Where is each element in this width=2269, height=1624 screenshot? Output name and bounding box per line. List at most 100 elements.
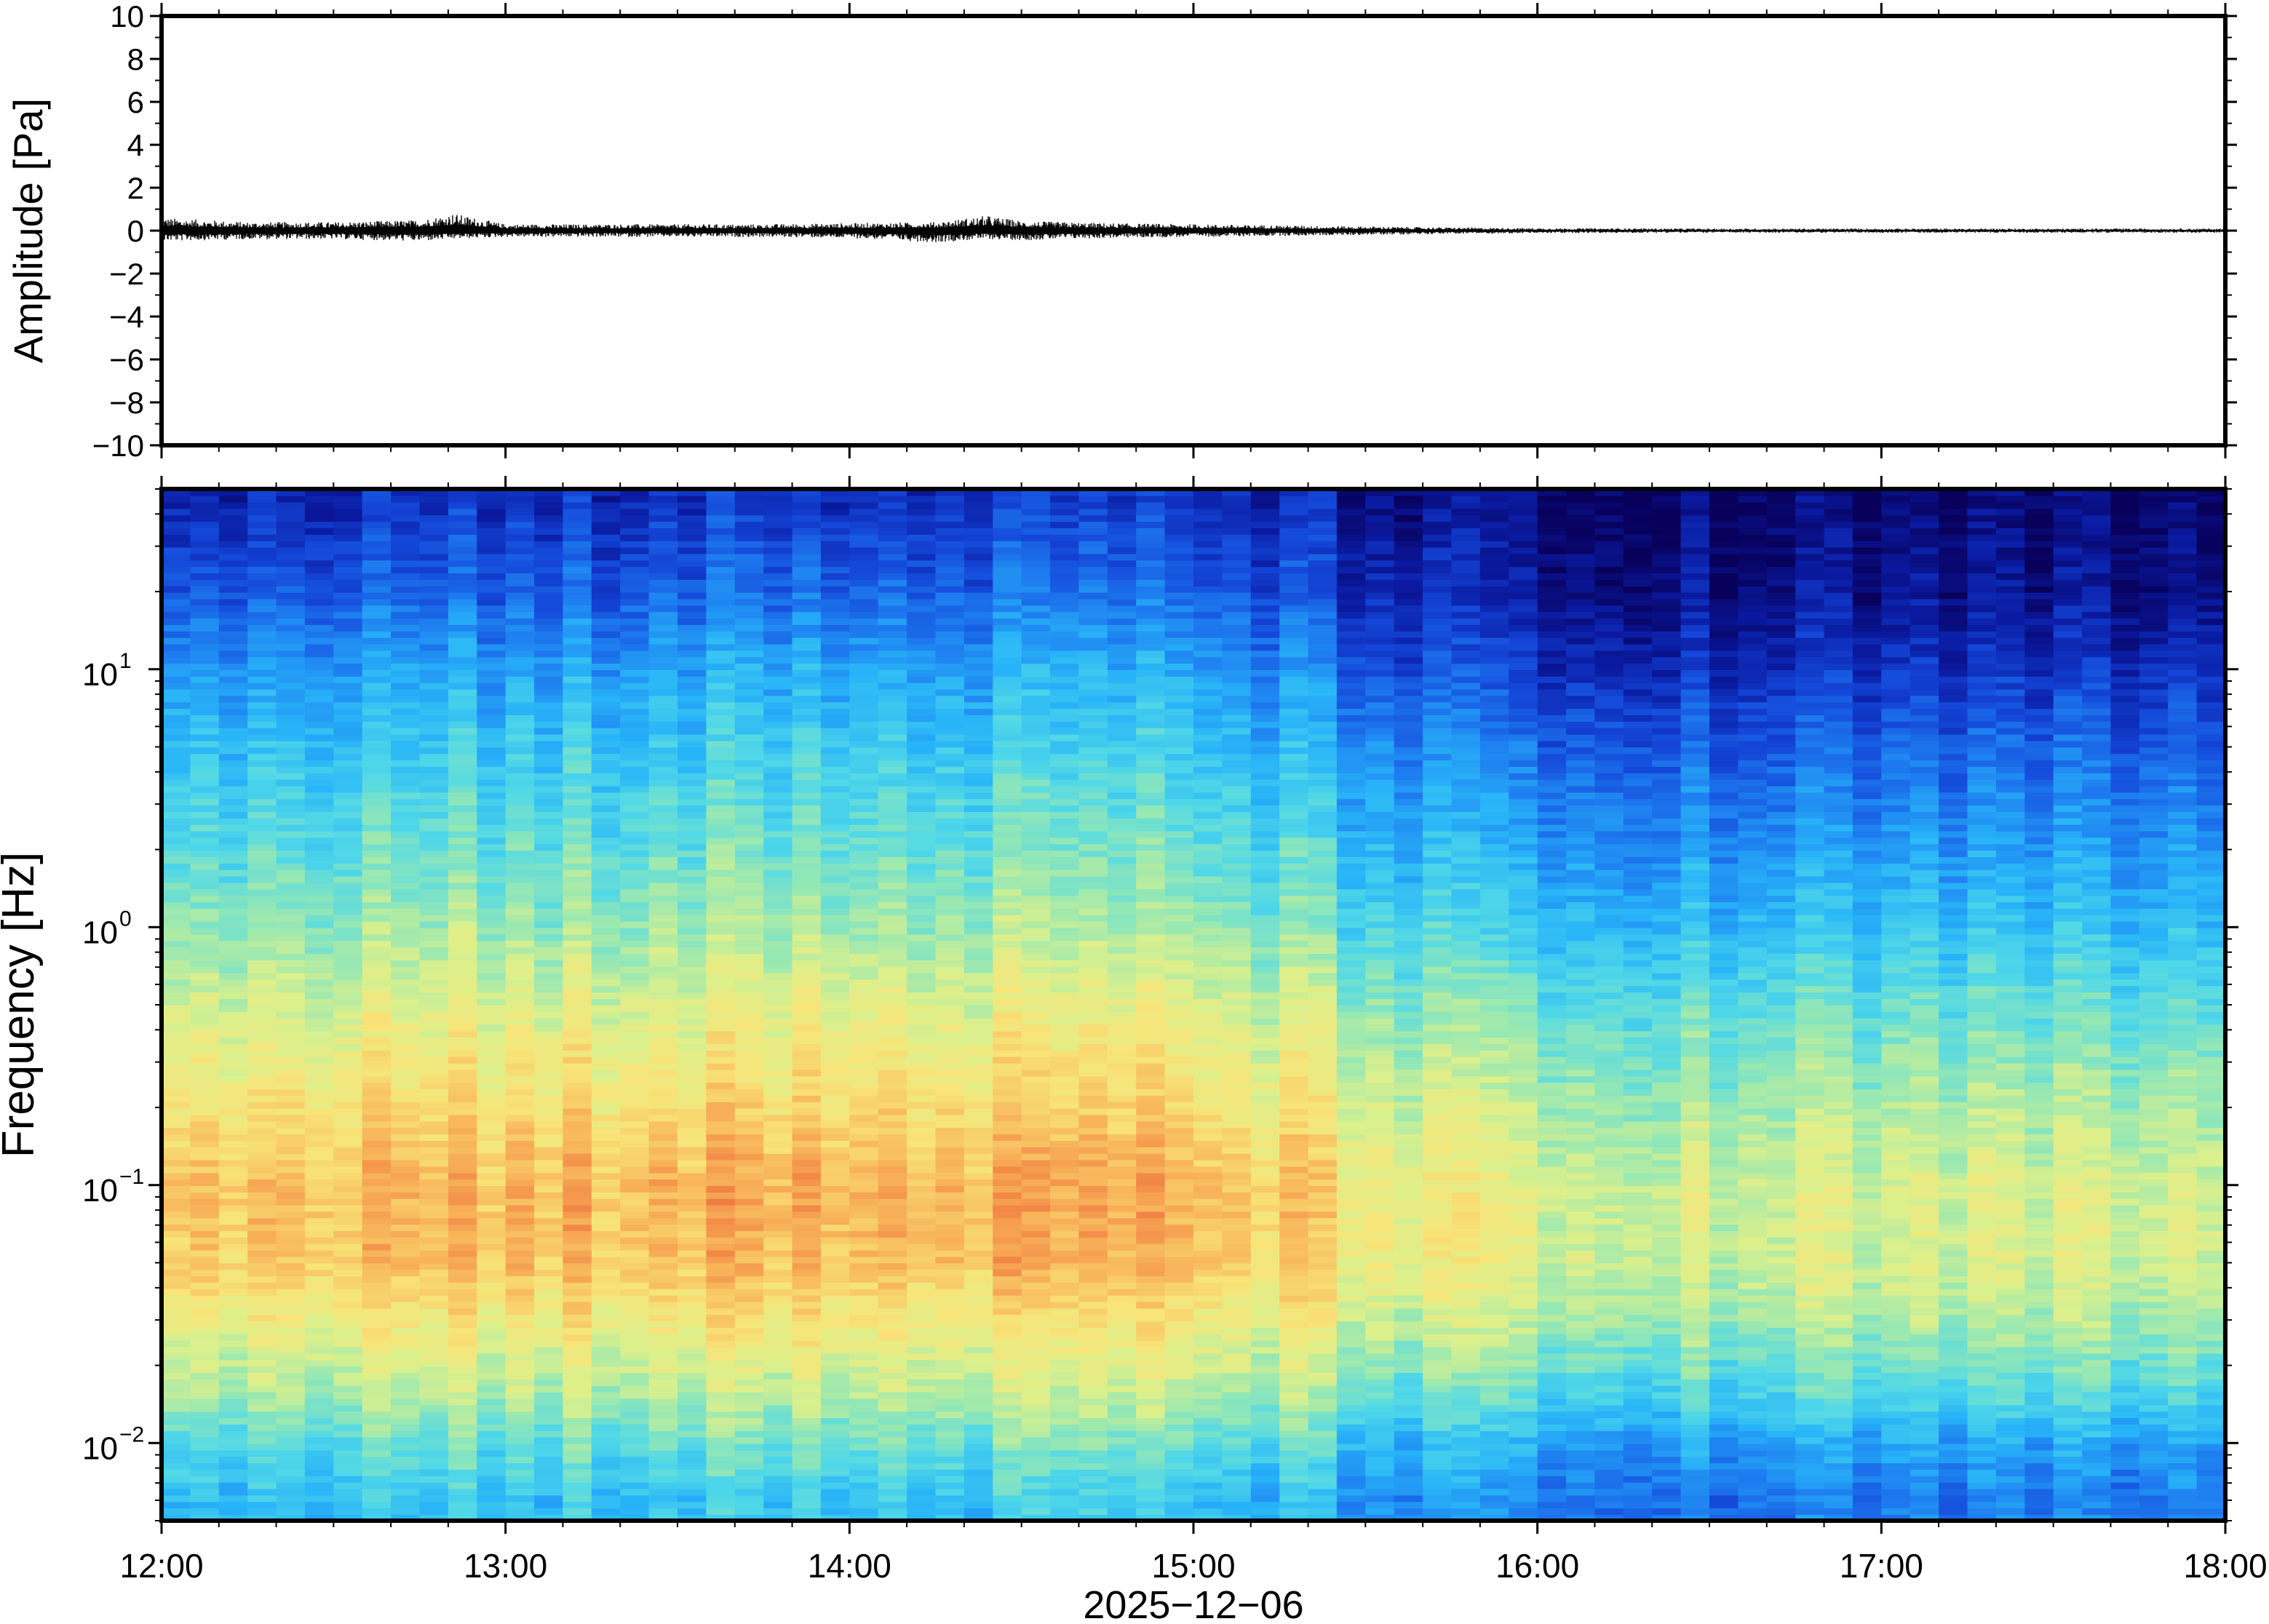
spectrogram-cell bbox=[448, 650, 478, 658]
spectrogram-cell bbox=[677, 927, 707, 935]
spectrogram-cell bbox=[792, 534, 822, 541]
spectrogram-cell bbox=[190, 1011, 220, 1019]
spectrogram-cell bbox=[333, 1385, 363, 1393]
spectrogram-cell bbox=[477, 1462, 506, 1470]
spectrogram-cell bbox=[935, 992, 965, 999]
spectrogram-cell bbox=[1021, 1379, 1051, 1386]
spectrogram-cell bbox=[362, 1204, 392, 1212]
spectrogram-cell bbox=[362, 953, 392, 960]
spectrogram-cell bbox=[448, 1153, 478, 1161]
spectrogram-cell bbox=[276, 579, 306, 586]
spectrogram-cell bbox=[677, 1307, 707, 1315]
spectrogram-cell bbox=[878, 540, 907, 548]
spectrogram-cell bbox=[362, 727, 392, 735]
spectrogram-cell bbox=[247, 1436, 277, 1444]
spectrogram-cell bbox=[878, 1217, 907, 1225]
spectrogram-cell bbox=[792, 927, 822, 935]
spectrogram-cell bbox=[591, 1314, 621, 1322]
spectrogram-cell bbox=[563, 688, 592, 696]
spectrogram-cell bbox=[677, 521, 707, 528]
spectrogram-cell bbox=[190, 1127, 220, 1135]
spectrogram-cell bbox=[820, 1192, 851, 1199]
spectrogram-cell bbox=[878, 708, 907, 715]
spectrogram-cell bbox=[247, 895, 277, 902]
spectrogram-cell bbox=[534, 1030, 564, 1038]
spectrogram-cell bbox=[162, 650, 191, 658]
spectrogram-cell bbox=[448, 618, 478, 625]
spectrogram-cell bbox=[247, 1050, 277, 1057]
spectrogram-cell bbox=[792, 708, 822, 715]
spectrogram-cell bbox=[333, 528, 363, 535]
spectrogram-cell bbox=[362, 1501, 392, 1509]
spectrogram-cell bbox=[706, 830, 736, 838]
spectrogram-cell bbox=[304, 573, 335, 580]
spectrogram-cell bbox=[563, 1140, 592, 1147]
spectrogram-cell bbox=[477, 1088, 506, 1096]
spectrogram-cell bbox=[648, 1456, 678, 1464]
spectrogram-cell bbox=[333, 953, 363, 960]
spectrogram-cell bbox=[391, 1127, 421, 1135]
spectrogram-cell bbox=[276, 1340, 306, 1348]
spectrogram-cell bbox=[477, 489, 506, 496]
spectrogram-cell bbox=[963, 1249, 994, 1257]
spectrogram-cell bbox=[391, 1249, 421, 1257]
spectrogram-cell bbox=[304, 1321, 335, 1328]
spectrogram-cell bbox=[734, 947, 764, 954]
spectrogram-cell bbox=[620, 1449, 650, 1457]
spectrogram-cell bbox=[563, 792, 592, 800]
spectrogram-cell bbox=[276, 573, 306, 580]
spectrogram-cell bbox=[247, 611, 277, 619]
spectrogram-cell bbox=[849, 495, 879, 503]
spectrogram-cell bbox=[792, 1372, 822, 1380]
spectrogram-cell bbox=[993, 676, 1022, 683]
spectrogram-cell bbox=[419, 1211, 449, 1219]
spectrogram-cell bbox=[477, 1037, 506, 1044]
spectrogram-cell bbox=[591, 934, 621, 942]
spectrogram-cell bbox=[534, 682, 564, 690]
spectrogram-cell bbox=[276, 979, 306, 987]
spectrogram-cell bbox=[648, 992, 678, 999]
spectrogram-cell bbox=[963, 843, 994, 851]
spectrogram-cell bbox=[362, 882, 392, 890]
spectrogram-cell bbox=[734, 1508, 764, 1515]
spectrogram-cell bbox=[677, 863, 707, 870]
spectrogram-cell bbox=[963, 1508, 994, 1515]
spectrogram-cell bbox=[734, 998, 764, 1006]
spectrogram-cell bbox=[362, 521, 392, 528]
spectrogram-cell bbox=[963, 540, 994, 548]
spectrogram-cell bbox=[706, 1101, 736, 1109]
spectrogram-cell bbox=[993, 1127, 1022, 1135]
spectrogram-cell bbox=[963, 708, 994, 715]
spectrogram-cell bbox=[763, 1353, 793, 1361]
amplitude-waveform-line bbox=[162, 215, 2225, 242]
spectrogram-cell bbox=[162, 1301, 191, 1309]
spectrogram-cell bbox=[419, 843, 449, 851]
spectrogram-cell bbox=[591, 966, 621, 974]
spectrogram-cell bbox=[362, 1508, 392, 1515]
spectrogram-cell bbox=[419, 792, 449, 800]
spectrogram-cell bbox=[162, 1269, 191, 1277]
spectrogram-cell bbox=[620, 501, 650, 509]
spectrogram-cell bbox=[648, 733, 678, 741]
spectrogram-cell bbox=[333, 676, 363, 683]
spectrogram-cell bbox=[505, 1217, 535, 1225]
spectrogram-cell bbox=[333, 1121, 363, 1129]
spectrogram-cell bbox=[963, 528, 994, 535]
spectrogram-cell bbox=[963, 1024, 994, 1032]
spectrogram-cell bbox=[792, 1134, 822, 1141]
spectrogram-cell bbox=[247, 1462, 277, 1470]
spectrogram-cell bbox=[620, 1121, 650, 1129]
spectrogram-cell bbox=[620, 1436, 650, 1444]
spectrogram-cell bbox=[333, 1159, 363, 1167]
spectrogram-cell bbox=[677, 1237, 707, 1244]
spectrogram-cell bbox=[878, 598, 907, 606]
spectrogram-cell bbox=[448, 1449, 478, 1457]
spectrogram-cell bbox=[247, 779, 277, 787]
spectrogram-cell bbox=[162, 669, 191, 677]
spectrogram-cell bbox=[391, 1211, 421, 1219]
spectrogram-cell bbox=[477, 1204, 506, 1212]
spectrogram-cell bbox=[190, 669, 220, 677]
spectrogram-cell bbox=[534, 514, 564, 522]
spectrogram-cell bbox=[792, 1075, 822, 1083]
spectrogram-cell bbox=[505, 1469, 535, 1476]
